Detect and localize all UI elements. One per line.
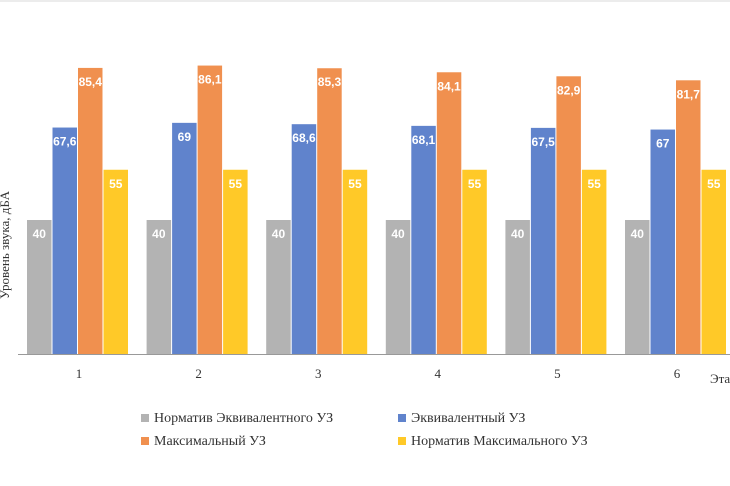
data-label-series-0-cat-4: 40 xyxy=(391,227,405,241)
bar-series-0-cat-2 xyxy=(146,220,172,354)
x-tick-label-4: 4 xyxy=(435,366,442,381)
data-label-series-3-cat-1: 55 xyxy=(109,177,123,191)
data-label-series-2-cat-4: 84,1 xyxy=(437,79,461,93)
data-label-series-0-cat-3: 40 xyxy=(272,227,286,241)
data-label-series-3-cat-6: 55 xyxy=(707,177,721,191)
data-label-series-0-cat-1: 40 xyxy=(33,227,47,241)
x-axis-title: Эта xyxy=(710,371,730,386)
bar-series-1-cat-6 xyxy=(650,129,675,354)
bar-series-2-cat-3 xyxy=(317,68,342,355)
data-label-series-1-cat-3: 68,6 xyxy=(292,131,316,145)
bar-series-1-cat-5 xyxy=(530,127,556,354)
data-label-series-3-cat-5: 55 xyxy=(587,177,601,191)
data-label-series-3-cat-2: 55 xyxy=(229,177,243,191)
legend-label-2: Максимальный УЗ xyxy=(154,434,266,449)
bar-series-0-cat-1 xyxy=(27,220,52,354)
data-label-series-1-cat-6: 67 xyxy=(656,137,670,151)
x-tick-label-6: 6 xyxy=(674,366,681,381)
bar-series-0-cat-4 xyxy=(385,220,411,354)
x-tick-labels: 1 2 3 4 5 6 xyxy=(76,366,681,381)
bar-series-3-cat-5 xyxy=(581,169,607,354)
legend-label-0: Норматив Эквивалентного УЗ xyxy=(154,411,333,426)
x-tick-label-2: 2 xyxy=(195,366,202,381)
legend-swatch-0 xyxy=(141,414,149,422)
data-label-series-2-cat-3: 85,3 xyxy=(318,75,342,89)
data-label-series-0-cat-5: 40 xyxy=(511,227,525,241)
data-label-series-2-cat-1: 85,4 xyxy=(79,75,103,89)
bar-series-1-cat-4 xyxy=(411,125,436,355)
bar-series-3-cat-2 xyxy=(223,169,248,354)
bar-series-3-cat-3 xyxy=(342,169,368,354)
data-label-series-1-cat-4: 68,1 xyxy=(412,133,436,147)
legend-swatch-3 xyxy=(398,437,406,445)
bar-series-3-cat-4 xyxy=(462,169,487,354)
bar-series-2-cat-4 xyxy=(436,72,462,354)
x-tick-label-3: 3 xyxy=(315,366,322,381)
data-label-series-0-cat-2: 40 xyxy=(152,227,166,241)
bar-series-3-cat-1 xyxy=(103,169,128,354)
legend-swatch-1 xyxy=(398,414,406,422)
data-label-series-2-cat-6: 81,7 xyxy=(677,87,701,101)
bar-series-1-cat-3 xyxy=(291,124,317,354)
data-label-series-2-cat-5: 82,9 xyxy=(557,83,581,97)
data-label-series-1-cat-5: 67,5 xyxy=(531,135,555,149)
data-label-series-1-cat-2: 69 xyxy=(178,130,192,144)
bar-series-2-cat-1 xyxy=(78,67,103,354)
data-label-series-3-cat-3: 55 xyxy=(348,177,362,191)
bar-series-2-cat-6 xyxy=(676,80,701,355)
bar-series-0-cat-3 xyxy=(266,220,291,354)
bar-series-2-cat-2 xyxy=(197,65,223,354)
bar-series-1-cat-1 xyxy=(52,127,77,354)
legend-label-1: Эквивалентный УЗ xyxy=(411,411,525,426)
data-label-series-0-cat-6: 40 xyxy=(631,227,645,241)
x-tick-label-5: 5 xyxy=(554,366,561,381)
bar-series-1-cat-2 xyxy=(172,122,197,354)
legend-label-3: Норматив Максимального УЗ xyxy=(411,434,588,449)
x-tick-label-1: 1 xyxy=(76,366,83,381)
data-label-series-3-cat-4: 55 xyxy=(468,177,482,191)
legend-swatch-2 xyxy=(141,437,149,445)
legend: Норматив Эквивалентного УЗ Эквивалентный … xyxy=(141,411,588,449)
bar-series-0-cat-6 xyxy=(625,220,650,354)
bars: 40 67,6 85,4 55 40 69 86,1 55 40 68,6 85,3 55 40 68,1… xyxy=(27,65,726,355)
bar-series-3-cat-6 xyxy=(701,169,726,354)
y-axis-title: Уровень звука, дБА xyxy=(0,190,12,299)
data-label-series-1-cat-1: 67,6 xyxy=(53,135,77,149)
bar-series-0-cat-5 xyxy=(505,220,530,354)
data-label-series-2-cat-2: 86,1 xyxy=(198,73,222,87)
bar-series-2-cat-5 xyxy=(556,76,581,354)
